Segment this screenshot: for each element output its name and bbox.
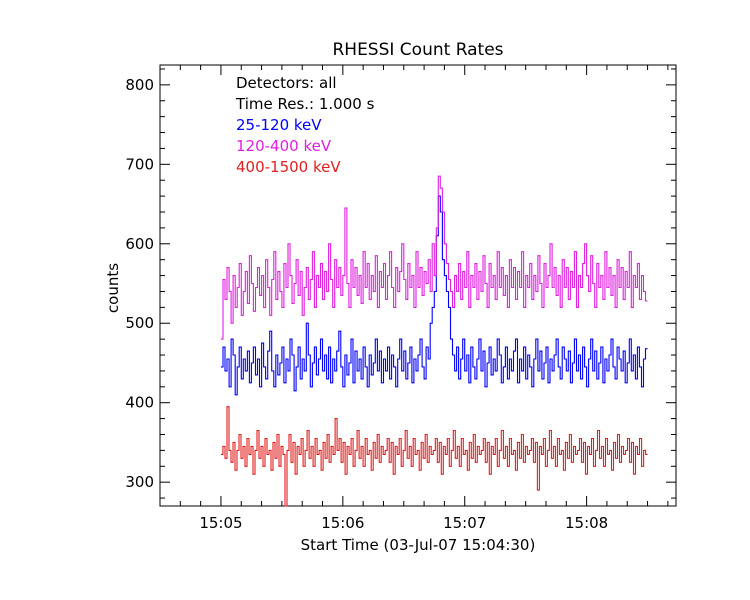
y-tick-label: 400 — [125, 394, 154, 412]
legend-series-label: 400-1500 keV — [236, 158, 341, 176]
y-axis-label: counts — [104, 263, 122, 313]
legend-info-text: Time Res.: 1.000 s — [235, 95, 375, 113]
y-tick-label: 600 — [125, 235, 154, 253]
x-tick-label: 15:06 — [321, 514, 364, 532]
plot-frame — [159, 64, 677, 507]
y-tick-label: 500 — [125, 314, 154, 332]
plot-border — [159, 64, 677, 507]
y-tick-label: 800 — [125, 76, 154, 94]
y-tick-label: 700 — [125, 155, 154, 173]
y-tick-label: 300 — [125, 473, 154, 491]
series-layer — [220, 175, 648, 507]
legend-series-label: 120-400 keV — [236, 137, 332, 155]
x-tick-label: 15:05 — [199, 514, 242, 532]
x-tick-label: 15:07 — [443, 514, 486, 532]
legend: Detectors: all Time Res.: 1.000 s 25-120 k… — [235, 74, 375, 176]
y-axis: 300 400 500 600 700 800 — [125, 68, 676, 499]
x-tick-label: 15:08 — [565, 514, 608, 532]
series-line-1 — [220, 195, 648, 396]
x-axis-label: Start Time (03-Jul-07 15:04:30) — [301, 536, 536, 554]
x-axis: 15:05 15:06 15:07 15:08 — [159, 65, 669, 532]
series-line-2 — [220, 175, 648, 340]
chart-title: RHESSI Count Rates — [332, 40, 503, 60]
legend-series-label: 25-120 keV — [236, 116, 322, 134]
legend-info-text: Detectors: all — [236, 74, 337, 92]
series-line-3 — [220, 406, 648, 507]
